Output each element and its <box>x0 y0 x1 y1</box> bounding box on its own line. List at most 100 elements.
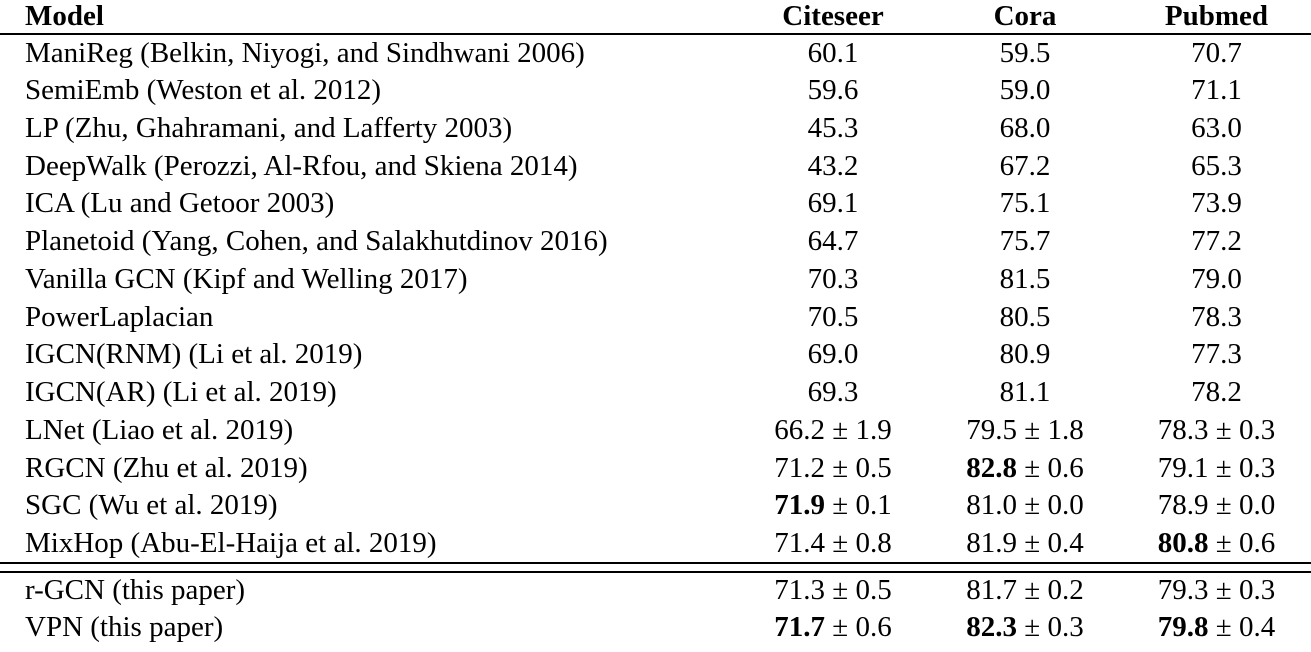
cora-std: ± 0.6 <box>1017 451 1084 484</box>
header-citeseer: Citeseer <box>738 0 928 35</box>
cora-cell: 75.1 <box>928 185 1122 223</box>
pubmed-cell: 70.7 <box>1122 34 1311 72</box>
table-row: SemiEmb (Weston et al. 2012) 59.6 59.0 7… <box>0 72 1311 110</box>
citeseer-cell: 43.2 <box>738 147 928 185</box>
double-rule <box>0 561 1311 573</box>
table-row: MixHop (Abu-El-Haija et al. 2019) 71.4 ±… <box>0 525 1311 563</box>
citeseer-value: 66.2 <box>774 413 826 446</box>
model-name: Planetoid (Yang, Cohen, and Salakhutdino… <box>25 225 608 258</box>
citeseer-std: ± 1.9 <box>825 413 892 446</box>
citeseer-value: 60.1 <box>807 36 859 69</box>
citeseer-value: 70.5 <box>807 300 859 333</box>
cora-value: 81.0 <box>966 489 1018 522</box>
pubmed-std: ± 0.3 <box>1208 574 1276 606</box>
cora-cell: 75.7 <box>928 223 1122 261</box>
table-row: Planetoid (Yang, Cohen, and Salakhutdino… <box>0 223 1311 261</box>
pubmed-value: 70.7 <box>1191 36 1242 69</box>
citeseer-value: 71.2 <box>774 451 826 484</box>
citeseer-value: 69.1 <box>807 187 859 220</box>
citeseer-value: 71.9 <box>774 489 826 522</box>
citeseer-cell: 69.3 <box>738 374 928 412</box>
pubmed-cell: 63.0 <box>1122 110 1311 148</box>
citeseer-value: 45.3 <box>807 111 859 144</box>
model-name: PowerLaplacian <box>25 300 214 333</box>
cora-std: ± 0.3 <box>1017 610 1084 643</box>
citeseer-std: ± 0.6 <box>825 610 892 643</box>
pubmed-value: 73.9 <box>1191 187 1242 220</box>
citeseer-value: 43.2 <box>807 149 859 182</box>
citeseer-cell: 64.7 <box>738 223 928 261</box>
pubmed-cell: 73.9 <box>1122 185 1311 223</box>
pubmed-value: 78.3 <box>1157 413 1209 446</box>
table-row: IGCN(RNM) (Li et al. 2019) 69.0 80.9 77.… <box>0 336 1311 374</box>
citeseer-cell: 69.0 <box>738 336 928 374</box>
citeseer-value: 71.4 <box>774 526 826 559</box>
pubmed-std: ± 0.4 <box>1208 610 1276 643</box>
cora-cell: 80.9 <box>928 336 1122 374</box>
pubmed-std: ± 0.6 <box>1208 526 1276 559</box>
pubmed-value: 65.3 <box>1191 149 1242 182</box>
cora-std: ± 0.4 <box>1017 526 1084 559</box>
cora-cell: 67.2 <box>928 147 1122 185</box>
pubmed-cell: 78.3 ± 0.3 <box>1122 412 1311 450</box>
cora-value: 82.3 <box>966 610 1018 643</box>
cora-value: 82.8 <box>966 451 1018 484</box>
cora-cell: 81.0 ± 0.0 <box>928 487 1122 525</box>
citeseer-std: ± 0.5 <box>825 451 892 484</box>
model-name: SGC (Wu et al. 2019) <box>25 489 278 522</box>
cora-cell: 68.0 <box>928 110 1122 148</box>
double-rule-line <box>0 561 1311 573</box>
citeseer-cell: 71.3 ± 0.5 <box>738 572 928 609</box>
header-model: Model <box>0 0 738 35</box>
pubmed-cell: 79.1 ± 0.3 <box>1122 449 1311 487</box>
pubmed-value: 80.8 <box>1157 526 1209 559</box>
table-header: Model Citeseer Cora Pubmed <box>0 0 1311 35</box>
pubmed-cell: 78.2 <box>1122 374 1311 412</box>
table-row: ManiReg (Belkin, Niyogi, and Sindhwani 2… <box>0 34 1311 72</box>
header-row: Model Citeseer Cora Pubmed <box>0 0 1311 35</box>
model-name: r-GCN (this paper) <box>25 574 246 606</box>
table-row: IGCN(AR) (Li et al. 2019) 69.3 81.1 78.2 <box>0 374 1311 412</box>
citeseer-cell: 66.2 ± 1.9 <box>738 412 928 450</box>
cora-value: 59.0 <box>999 74 1051 107</box>
table-row: VPN (this paper) 71.7 ± 0.6 82.3 ± 0.3 7… <box>0 609 1311 646</box>
cora-value: 75.7 <box>999 225 1051 258</box>
citeseer-cell: 70.3 <box>738 261 928 299</box>
cora-cell: 81.7 ± 0.2 <box>928 572 1122 609</box>
pubmed-cell: 80.8 ± 0.6 <box>1122 525 1311 563</box>
table-row: PowerLaplacian 70.5 80.5 78.3 <box>0 298 1311 336</box>
table-row: DeepWalk (Perozzi, Al-Rfou, and Skiena 2… <box>0 147 1311 185</box>
citeseer-value: 59.6 <box>807 74 859 107</box>
model-name: RGCN (Zhu et al. 2019) <box>25 451 308 484</box>
model-name: SemiEmb (Weston et al. 2012) <box>25 74 382 107</box>
cora-value: 81.1 <box>999 376 1051 409</box>
cora-cell: 80.5 <box>928 298 1122 336</box>
table-row: r-GCN (this paper) 71.3 ± 0.5 81.7 ± 0.2… <box>0 572 1311 609</box>
model-name: LP (Zhu, Ghahramani, and Lafferty 2003) <box>25 111 513 144</box>
pubmed-value: 78.3 <box>1191 300 1242 333</box>
pubmed-value: 77.3 <box>1191 338 1242 371</box>
citeseer-value: 71.3 <box>774 574 826 606</box>
cora-cell: 81.1 <box>928 374 1122 412</box>
citeseer-value: 71.7 <box>774 610 826 643</box>
model-name: IGCN(AR) (Li et al. 2019) <box>25 376 337 409</box>
pubmed-cell: 77.2 <box>1122 223 1311 261</box>
citeseer-cell: 60.1 <box>738 34 928 72</box>
cora-cell: 81.5 <box>928 261 1122 299</box>
cora-cell: 59.0 <box>928 72 1122 110</box>
citeseer-std: ± 0.5 <box>825 574 892 606</box>
cora-value: 59.5 <box>999 36 1051 69</box>
cora-value: 67.2 <box>999 149 1051 182</box>
cora-std: ± 0.2 <box>1017 574 1084 606</box>
table-row: ICA (Lu and Getoor 2003) 69.1 75.1 73.9 <box>0 185 1311 223</box>
citeseer-cell: 59.6 <box>738 72 928 110</box>
table-row: LP (Zhu, Ghahramani, and Lafferty 2003) … <box>0 110 1311 148</box>
pubmed-cell: 65.3 <box>1122 147 1311 185</box>
pubmed-value: 77.2 <box>1191 225 1242 258</box>
cora-value: 75.1 <box>999 187 1051 220</box>
citeseer-cell: 71.4 ± 0.8 <box>738 525 928 563</box>
pubmed-value: 79.0 <box>1191 262 1242 295</box>
pubmed-value: 78.2 <box>1191 376 1242 409</box>
pubmed-cell: 71.1 <box>1122 72 1311 110</box>
